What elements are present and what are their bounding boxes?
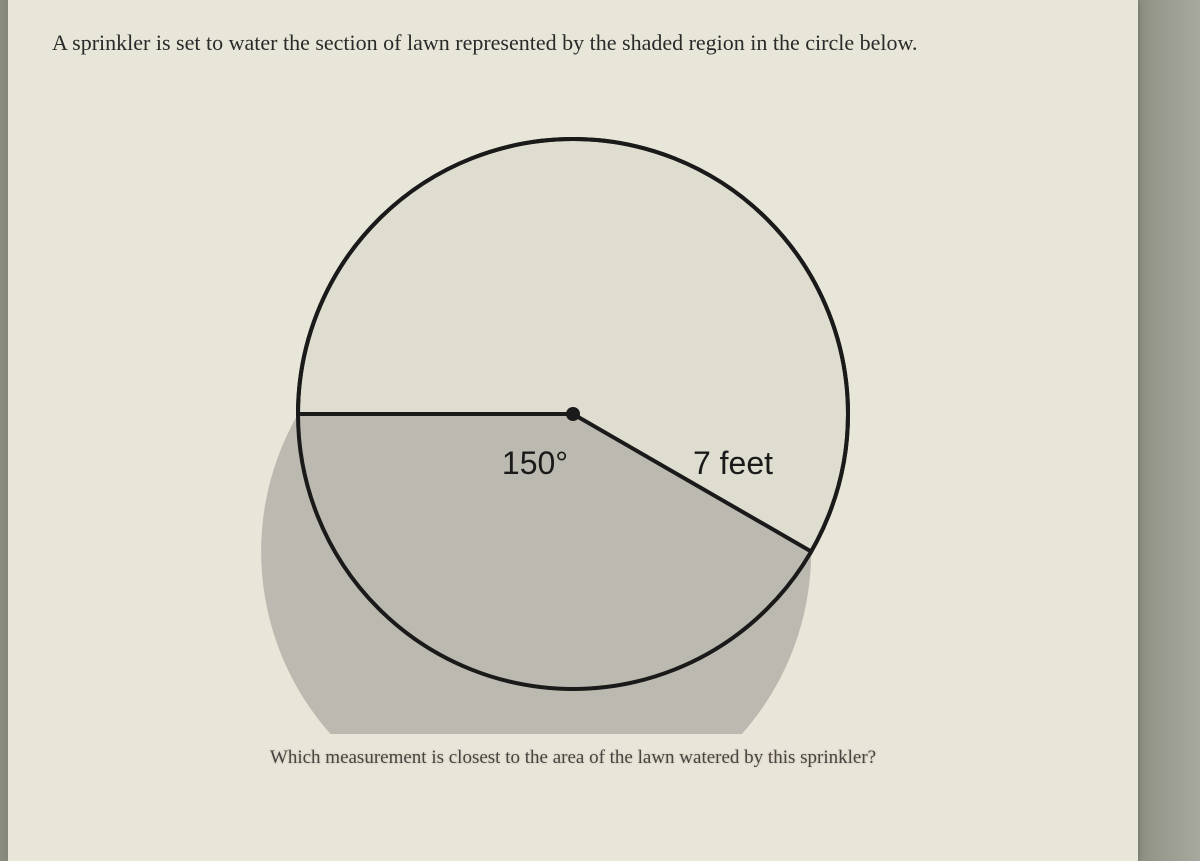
angle-label: 150° xyxy=(502,445,568,481)
page-container: A sprinkler is set to water the section … xyxy=(8,0,1138,861)
sector-diagram: 150° 7 feet xyxy=(223,94,923,734)
question-prompt: A sprinkler is set to water the section … xyxy=(52,28,1094,59)
center-point xyxy=(566,407,580,421)
diagram-container: 150° 7 feet xyxy=(52,89,1094,739)
follow-up-question: Which measurement is closest to the area… xyxy=(52,747,1094,769)
screen-reflection xyxy=(1140,0,1200,861)
radius-label: 7 feet xyxy=(693,445,773,481)
